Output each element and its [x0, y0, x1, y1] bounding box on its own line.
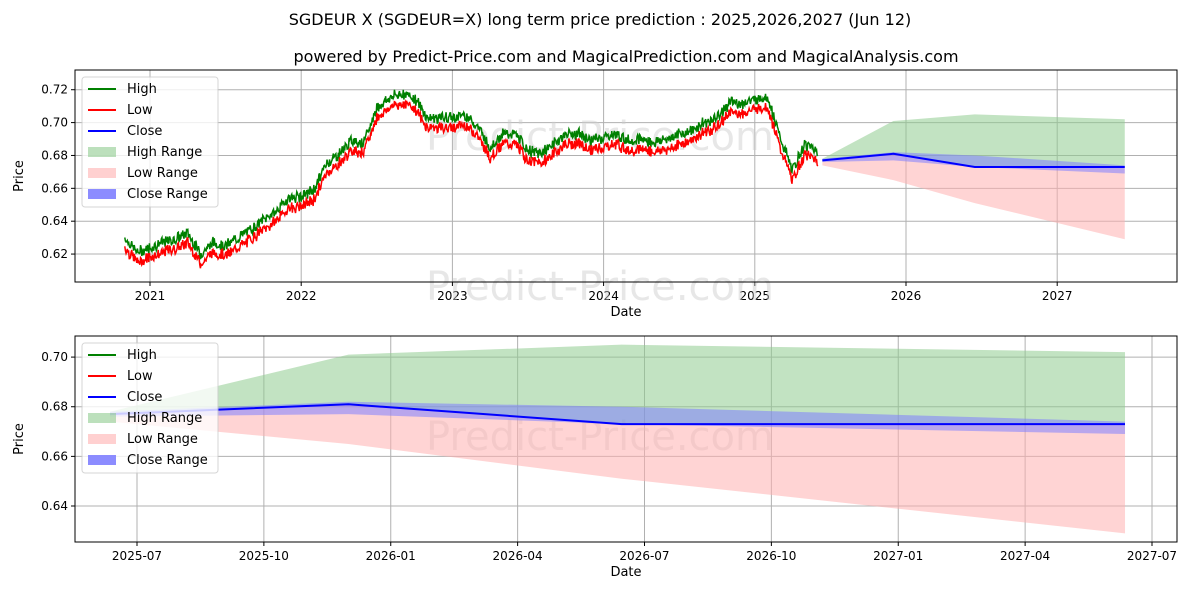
legend-label: High: [127, 348, 157, 363]
x-tick-label: 2026-07: [619, 549, 669, 563]
x-tick-label: 2026-01: [366, 549, 416, 563]
legend-swatch: [88, 434, 116, 444]
y-tick-label: 0.62: [41, 247, 68, 261]
low-range-band: [822, 153, 1125, 240]
legend-swatch: [88, 189, 116, 199]
x-tick-label: 2025-07: [112, 549, 162, 563]
x-tick-label: 2026-10: [746, 549, 796, 563]
legend-label: High Range: [127, 411, 202, 426]
y-tick-label: 0.70: [41, 350, 68, 364]
legend-label: Low Range: [127, 166, 198, 181]
chart-title: SGDEUR X (SGDEUR=X) long term price pred…: [289, 10, 911, 29]
x-tick-label: 2026: [891, 289, 922, 303]
axes-frame: [74, 335, 1178, 543]
legend-swatch: [88, 455, 116, 465]
y-tick-label: 0.64: [41, 499, 68, 513]
y-tick-label: 0.68: [41, 148, 68, 162]
legend-label: Low: [127, 369, 153, 384]
close-range-band: [110, 401, 1126, 435]
plot-panel-1: 2021 2022 2023 2024 2025 2026 2027 0.62 0.64 0.66…: [12, 69, 1178, 320]
y-tick-label: 0.68: [41, 400, 68, 414]
legend-label: Close Range: [127, 187, 208, 202]
x-tick-label: 2027-07: [1127, 549, 1177, 563]
legend-label: Low Range: [127, 432, 198, 447]
x-tick-label: 2027: [1042, 289, 1073, 303]
close-range-band: [822, 152, 1125, 174]
legend-label: Close: [127, 124, 162, 139]
x-tick-label: 2021: [135, 289, 166, 303]
plot-area: [109, 344, 1126, 534]
high-line: [124, 89, 819, 260]
x-axis-label: Date: [610, 565, 641, 580]
legend: High Low Close High Range Low Range Close Ran…: [81, 76, 219, 208]
close-forecast-line: [822, 152, 1125, 168]
legend-swatch: [88, 147, 116, 157]
y-axis-label: Price: [12, 160, 27, 192]
legend-label: High Range: [127, 145, 202, 160]
axes-frame: [74, 69, 1178, 283]
y-tick-label: 0.70: [41, 116, 68, 130]
plot-area: [124, 89, 1125, 269]
legend-label: Close Range: [127, 453, 208, 468]
y-tick-label: 0.64: [41, 214, 68, 228]
x-tick-label: 2023: [437, 289, 468, 303]
x-tick-label: 2022: [286, 289, 317, 303]
y-tick-label: 0.66: [41, 181, 68, 195]
plot-panel-2: 2025-07 2025-10 2026-01 2026-04 2026-07 2026-…: [12, 335, 1178, 580]
x-tick-label: 2024: [588, 289, 619, 303]
chart-subtitle: powered by Predict-Price.com and Magical…: [293, 47, 958, 66]
watermark: Predict-Price.com: [426, 264, 774, 310]
x-tick-label: 2026-04: [493, 549, 543, 563]
y-tick-label: 0.66: [41, 449, 68, 463]
y-axis-label: Price: [12, 423, 27, 455]
x-axis-label: Date: [610, 305, 641, 320]
y-tick-label: 0.72: [41, 83, 68, 97]
legend-swatch: [88, 168, 116, 178]
low-range-band: [110, 404, 1126, 534]
x-tick-label: 2025-10: [239, 549, 289, 563]
x-tick-label: 2027-01: [873, 549, 923, 563]
legend-label: Low: [127, 103, 153, 118]
legend-label: High: [127, 82, 157, 97]
legend: High Low Close High Range Low Range Close Ran…: [81, 342, 219, 474]
x-tick-label: 2025: [740, 289, 771, 303]
x-tick-label: 2027-04: [1000, 549, 1050, 563]
legend-swatch: [88, 413, 116, 423]
legend-label: Close: [127, 390, 162, 405]
low-line: [124, 98, 819, 269]
close-forecast-line: [109, 403, 1126, 426]
